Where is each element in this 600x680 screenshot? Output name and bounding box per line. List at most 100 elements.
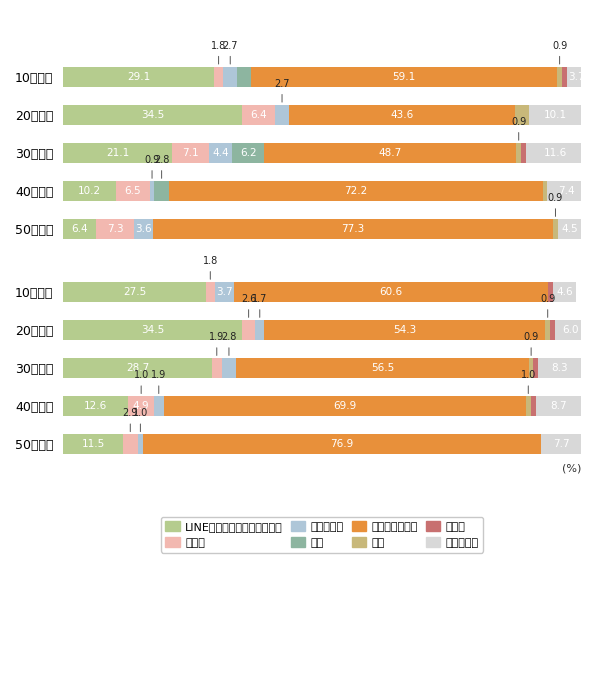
Text: 28.7: 28.7: [126, 363, 149, 373]
Text: 1.9: 1.9: [209, 333, 224, 356]
Bar: [63, 105, 242, 124]
Text: 1.0: 1.0: [134, 371, 149, 394]
Bar: [123, 435, 138, 454]
Text: 76.9: 76.9: [331, 439, 354, 449]
Text: 1.9: 1.9: [151, 371, 166, 394]
Text: 69.9: 69.9: [333, 401, 356, 411]
Bar: [215, 282, 234, 302]
Text: 1.0: 1.0: [521, 371, 536, 394]
Text: 0.9: 0.9: [552, 41, 567, 64]
Bar: [289, 105, 515, 124]
Bar: [63, 320, 242, 340]
Text: 0.9: 0.9: [548, 193, 563, 216]
Text: 54.3: 54.3: [393, 325, 416, 335]
Text: 3.7: 3.7: [216, 287, 233, 297]
Bar: [526, 396, 531, 416]
Text: 2.6: 2.6: [241, 294, 256, 318]
Bar: [562, 67, 566, 86]
Bar: [545, 320, 550, 340]
Bar: [143, 435, 541, 454]
Text: 1.8: 1.8: [211, 41, 226, 64]
Bar: [242, 105, 275, 124]
Text: 6.4: 6.4: [71, 224, 88, 234]
Text: 34.5: 34.5: [141, 325, 164, 335]
Bar: [150, 181, 154, 201]
Text: 1.0: 1.0: [133, 409, 148, 432]
Text: 0.9: 0.9: [524, 333, 539, 356]
Bar: [547, 181, 586, 201]
Text: 8.3: 8.3: [551, 363, 568, 373]
Bar: [242, 320, 256, 340]
Bar: [517, 143, 521, 163]
Bar: [206, 282, 215, 302]
Bar: [256, 320, 264, 340]
Text: 2.9: 2.9: [122, 409, 138, 432]
Bar: [557, 67, 562, 86]
Text: 11.5: 11.5: [82, 439, 104, 449]
Text: 10.2: 10.2: [78, 186, 101, 196]
Text: 21.1: 21.1: [106, 148, 130, 158]
Bar: [212, 358, 221, 378]
Text: 7.4: 7.4: [558, 186, 575, 196]
Bar: [63, 435, 123, 454]
Text: 6.0: 6.0: [562, 325, 578, 335]
Text: 6.5: 6.5: [125, 186, 141, 196]
Bar: [234, 282, 548, 302]
Text: 11.6: 11.6: [544, 148, 568, 158]
Bar: [164, 396, 526, 416]
Bar: [275, 105, 289, 124]
Text: 34.5: 34.5: [141, 109, 164, 120]
Bar: [236, 358, 529, 378]
Text: 6.2: 6.2: [240, 148, 256, 158]
Bar: [153, 219, 553, 239]
Bar: [209, 143, 232, 163]
Text: 4.9: 4.9: [133, 401, 149, 411]
Bar: [553, 219, 558, 239]
Text: 43.6: 43.6: [390, 109, 413, 120]
Bar: [221, 358, 236, 378]
Bar: [251, 67, 557, 86]
Text: 12.6: 12.6: [84, 401, 107, 411]
Bar: [538, 358, 581, 378]
Text: 10.1: 10.1: [544, 109, 566, 120]
Bar: [558, 219, 581, 239]
Bar: [533, 358, 538, 378]
Text: 0.9: 0.9: [540, 294, 556, 318]
Text: 59.1: 59.1: [392, 71, 416, 82]
Bar: [63, 67, 214, 86]
Bar: [154, 181, 169, 201]
Bar: [237, 67, 251, 86]
Bar: [63, 396, 128, 416]
Text: 1.7: 1.7: [252, 294, 268, 318]
Bar: [529, 358, 533, 378]
Text: 0.9: 0.9: [145, 155, 160, 178]
Bar: [63, 219, 97, 239]
Text: 60.6: 60.6: [379, 287, 403, 297]
Text: 8.7: 8.7: [550, 401, 567, 411]
Text: 48.7: 48.7: [379, 148, 402, 158]
Text: 72.2: 72.2: [344, 186, 367, 196]
Text: 7.3: 7.3: [107, 224, 124, 234]
Bar: [521, 143, 526, 163]
Text: 2.8: 2.8: [154, 155, 169, 178]
Text: 56.5: 56.5: [371, 363, 394, 373]
Text: 29.1: 29.1: [127, 71, 150, 82]
Text: 4.4: 4.4: [212, 148, 229, 158]
Bar: [172, 143, 209, 163]
Bar: [554, 320, 586, 340]
Text: (%): (%): [562, 463, 581, 473]
Text: 2.7: 2.7: [223, 41, 238, 64]
Bar: [529, 105, 581, 124]
Text: 3.6: 3.6: [135, 224, 152, 234]
Legend: LINEなどのメッセージアプリ, メール, ビデオ通話, 電話, 直接対面で話す, 手紙, その他, わからない: LINEなどのメッセージアプリ, メール, ビデオ通話, 電話, 直接対面で話す…: [161, 517, 484, 553]
Bar: [63, 282, 206, 302]
Text: 7.1: 7.1: [182, 148, 199, 158]
Bar: [264, 143, 517, 163]
Bar: [63, 181, 116, 201]
Text: 6.4: 6.4: [250, 109, 267, 120]
Bar: [63, 358, 212, 378]
Bar: [134, 219, 153, 239]
Text: 27.5: 27.5: [123, 287, 146, 297]
Bar: [169, 181, 543, 201]
Bar: [232, 143, 264, 163]
